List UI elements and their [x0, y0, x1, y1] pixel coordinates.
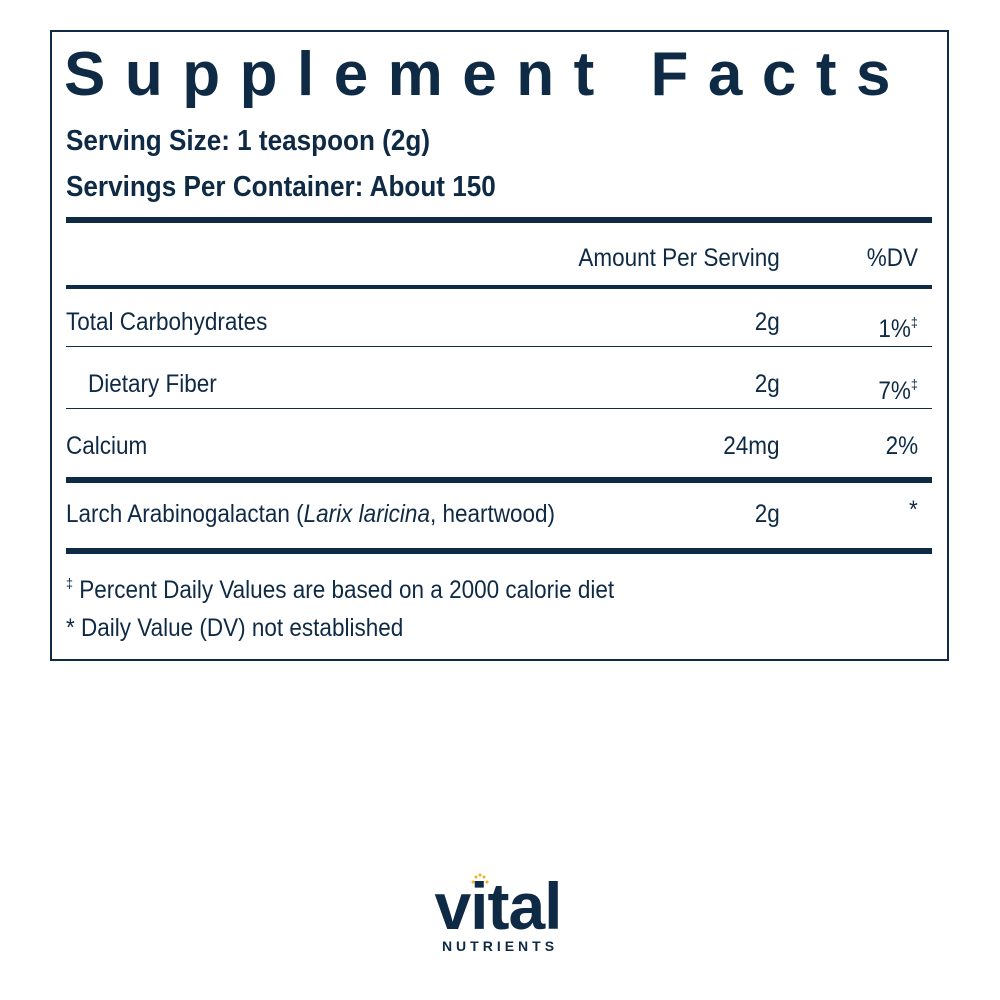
dv-mark: ‡: [910, 376, 918, 392]
header-amount: Amount Per Serving: [578, 244, 780, 272]
logo-name: vital: [434, 869, 562, 943]
row-amount: 2g: [754, 500, 780, 528]
text: , heartwood): [429, 500, 556, 528]
logo-sun: [471, 873, 489, 887]
thick-rule: [66, 477, 932, 483]
row-dv: 7%‡: [878, 369, 918, 406]
row-amount: 24mg: [723, 432, 780, 460]
serving-size: Serving Size: 1 teaspoon (2g): [66, 125, 431, 157]
thick-rule: [66, 217, 932, 223]
row-amount: 2g: [754, 308, 780, 336]
thin-rule: [66, 408, 932, 409]
servings-per-container: Servings Per Container: About 150: [66, 171, 496, 203]
dv-mark: ‡: [910, 314, 918, 330]
title: Supplement Facts: [64, 40, 910, 109]
text: 7%: [878, 377, 911, 405]
label-border: [50, 30, 949, 661]
row-amount: 2g: [754, 370, 780, 398]
text: Larch Arabinogalactan (: [66, 500, 304, 528]
footnote: * Daily Value (DV) not established: [66, 614, 404, 642]
row-name: Calcium: [66, 432, 148, 460]
latin-name: Larix laricina: [303, 500, 430, 528]
row-dv: *: [909, 496, 918, 524]
footnote: ‡ Percent Daily Values are based on a 20…: [66, 568, 614, 605]
row-dv: 1%‡: [878, 307, 918, 344]
thick-rule: [66, 548, 932, 554]
logo-tagline: NUTRIENTS: [441, 938, 559, 954]
text: ‡: [66, 575, 74, 591]
row-name: Total Carbohydrates: [66, 308, 268, 336]
row-name: Dietary Fiber: [88, 370, 217, 398]
thick-rule: [66, 285, 932, 289]
thin-rule: [66, 346, 932, 347]
header-dv: %DV: [866, 244, 918, 272]
row-dv: 2%: [885, 432, 918, 460]
text: 1%: [878, 315, 911, 343]
text: Percent Daily Values are based on a 2000…: [79, 576, 615, 604]
row-name: Larch Arabinogalactan (Larix laricina, h…: [66, 499, 555, 529]
